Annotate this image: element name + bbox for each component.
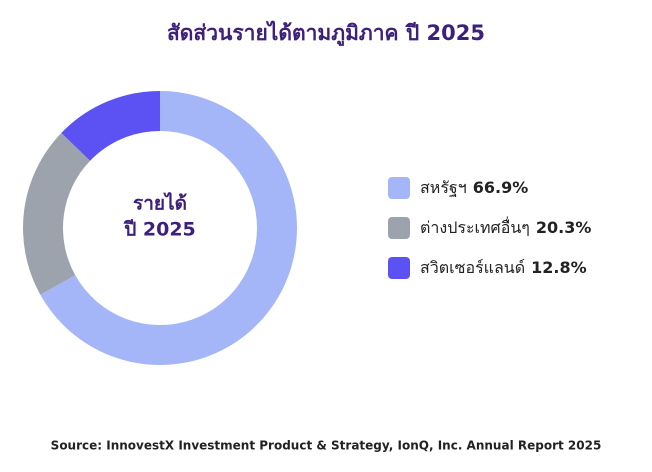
legend-value: 20.3% [536,218,592,237]
legend-label: ต่างประเทศอื่นๆ 20.3% [420,216,591,237]
legend-value: 12.8% [531,258,587,277]
legend-value: 66.9% [473,178,529,197]
donut-segment [61,91,160,161]
donut-segment [23,132,91,295]
source: Source: InnovestX Investment Product & S… [51,439,602,453]
legend-swatch [388,257,410,279]
legend-label: สหรัฐฯ 66.9% [420,178,528,197]
donut-segment [40,91,298,365]
legend-swatch [388,177,410,199]
legend-name: ต่างประเทศอื่นๆ [420,216,530,237]
legend-name: สหรัฐฯ [420,178,467,197]
legend-name: สวิตเซอร์แลนด์ [420,258,525,277]
legend-label: สวิตเซอร์แลนด์ 12.8% [420,258,587,277]
center-label: ปี 2025 [123,219,195,241]
legend-swatch [388,217,410,239]
chart-title: สัดส่วนรายได้ตามภูมิภาค ปี 2025 [167,20,485,47]
center-label: รายได้ [133,192,187,215]
